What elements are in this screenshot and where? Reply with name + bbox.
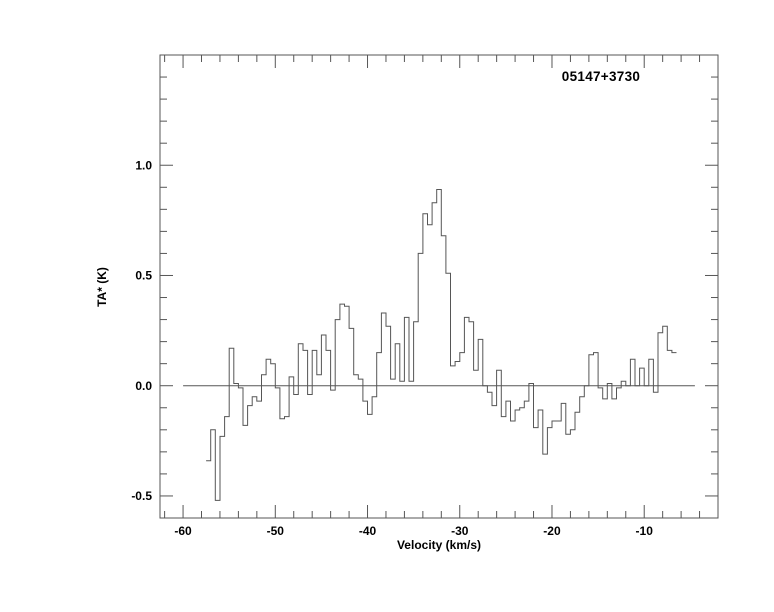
tick-label-layer: -60 -50 -40 -30 -20 -10 -0.5 0.0 0.5 1.0 <box>131 158 653 538</box>
x-tick-label: -60 <box>174 524 192 538</box>
plot-frame <box>159 54 719 519</box>
x-axis-label: Velocity (km/s) <box>397 538 481 552</box>
y-tick-label: 0.5 <box>135 269 152 283</box>
spectrum-trace <box>206 189 677 501</box>
axes-layer <box>159 54 719 519</box>
y-axis-label: TA* (K) <box>95 267 109 307</box>
x-tick-label: -20 <box>543 524 561 538</box>
x-tick-label: -30 <box>451 524 469 538</box>
x-tick-label: -50 <box>267 524 285 538</box>
y-tick-label: 1.0 <box>135 158 152 172</box>
x-tick-label: -10 <box>636 524 654 538</box>
plot-title: 05147+3730 <box>562 69 640 84</box>
y-tick-label: 0.0 <box>135 379 152 393</box>
y-tick-label: -0.5 <box>131 489 152 503</box>
x-tick-label: -40 <box>359 524 377 538</box>
